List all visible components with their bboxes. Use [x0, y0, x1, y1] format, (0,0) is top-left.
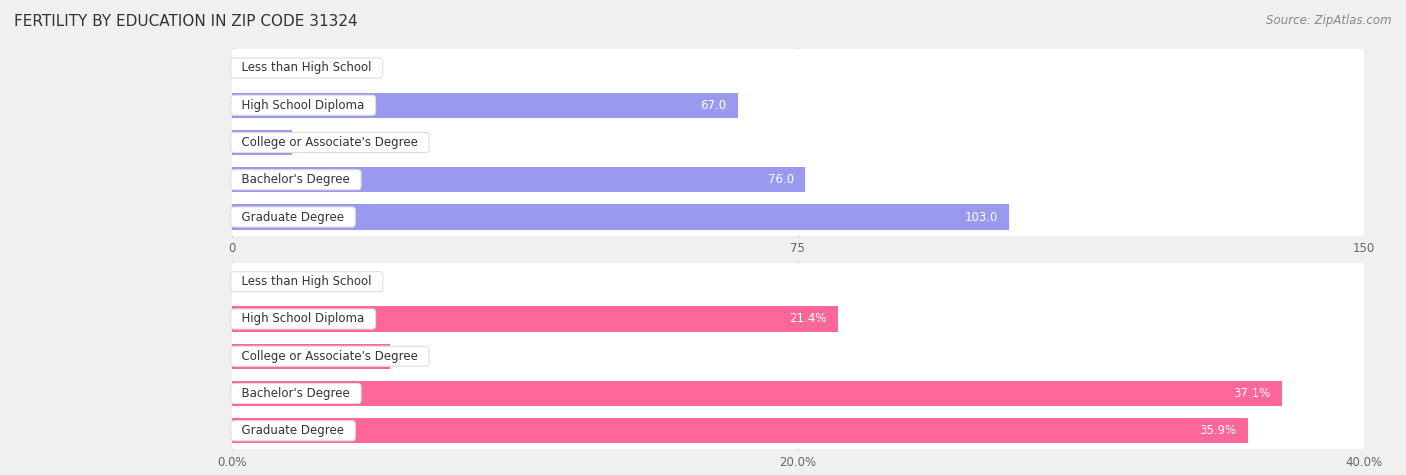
Text: Source: ZipAtlas.com: Source: ZipAtlas.com	[1267, 14, 1392, 27]
Text: 103.0: 103.0	[965, 210, 998, 224]
Bar	[232, 49, 1364, 86]
Bar	[232, 306, 838, 332]
Text: 35.9%: 35.9%	[1199, 424, 1236, 437]
Bar	[232, 130, 292, 155]
Bar	[232, 161, 1364, 199]
Bar	[232, 93, 738, 118]
Text: 37.1%: 37.1%	[1233, 387, 1271, 400]
Bar	[232, 86, 1364, 124]
Text: 5.6%: 5.6%	[349, 350, 380, 363]
Bar	[232, 263, 1364, 300]
Text: 67.0: 67.0	[700, 99, 727, 112]
Text: 8.0: 8.0	[304, 136, 322, 149]
Text: 0.0: 0.0	[243, 61, 262, 75]
Text: Bachelor's Degree: Bachelor's Degree	[235, 387, 357, 400]
Text: 76.0: 76.0	[768, 173, 794, 186]
Text: College or Associate's Degree: College or Associate's Degree	[235, 350, 426, 363]
Text: Graduate Degree: Graduate Degree	[235, 424, 352, 437]
Text: Bachelor's Degree: Bachelor's Degree	[235, 173, 357, 186]
Bar	[232, 343, 391, 369]
Bar	[232, 375, 1364, 412]
Bar	[232, 300, 1364, 338]
Text: College or Associate's Degree: College or Associate's Degree	[235, 136, 426, 149]
Text: 0.0%: 0.0%	[243, 275, 273, 288]
Text: High School Diploma: High School Diploma	[235, 99, 373, 112]
Text: FERTILITY BY EDUCATION IN ZIP CODE 31324: FERTILITY BY EDUCATION IN ZIP CODE 31324	[14, 14, 357, 29]
Text: High School Diploma: High School Diploma	[235, 313, 373, 325]
Text: 21.4%: 21.4%	[789, 313, 827, 325]
Text: Graduate Degree: Graduate Degree	[235, 210, 352, 224]
Bar	[232, 124, 1364, 161]
Bar	[232, 199, 1364, 236]
Bar	[232, 167, 806, 192]
Bar	[232, 412, 1364, 449]
Text: Less than High School: Less than High School	[235, 61, 380, 75]
Bar	[232, 418, 1247, 444]
Bar	[232, 381, 1282, 406]
Bar	[232, 204, 1010, 230]
Bar	[232, 338, 1364, 375]
Text: Less than High School: Less than High School	[235, 275, 380, 288]
